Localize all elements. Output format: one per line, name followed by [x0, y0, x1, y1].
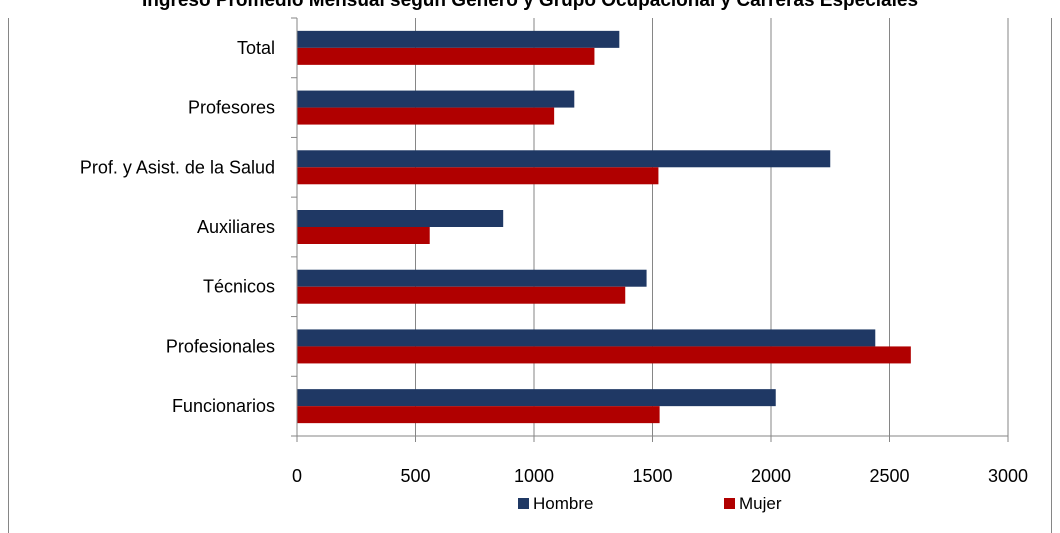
legend-label: Mujer [739, 494, 782, 513]
bar-hombre [297, 329, 876, 347]
x-tick-label: 2000 [751, 466, 791, 486]
bar-mujer [297, 346, 911, 364]
legend: Hombre Mujer [518, 494, 782, 513]
x-tick-label: 2500 [869, 466, 909, 486]
axes [291, 17, 1009, 442]
bar-mujer [297, 47, 595, 65]
x-tick-label: 0 [292, 466, 302, 486]
category-label: Técnicos [203, 277, 275, 297]
category-label: Funcionarios [172, 396, 275, 416]
category-label: Auxiliares [197, 217, 275, 237]
legend-swatch [518, 498, 529, 509]
bar-hombre [297, 389, 776, 407]
bar-hombre [297, 30, 620, 48]
bar-hombre [297, 269, 647, 287]
chart-title: Ingreso Promedio Mensual según Género y … [141, 0, 919, 11]
legend-swatch [724, 498, 735, 509]
category-label: Profesores [188, 98, 275, 118]
labels: 0 500 1000 1500 2000 2500 3000 Total Profesores P… [80, 38, 1028, 486]
x-tick-label: 1500 [632, 466, 672, 486]
bars [297, 30, 911, 424]
legend-label: Hombre [533, 494, 593, 513]
bar-hombre [297, 90, 575, 108]
x-tick-label: 3000 [988, 466, 1028, 486]
category-label: Prof. y Asist. de la Salud [80, 157, 275, 177]
bar-hombre [297, 150, 831, 168]
bar-mujer [297, 406, 660, 424]
x-tick-label: 500 [400, 466, 430, 486]
category-label: Total [237, 38, 275, 58]
bar-mujer [297, 286, 626, 304]
category-label: Profesionales [166, 336, 275, 356]
bar-hombre [297, 210, 504, 227]
x-tick-label: 1000 [514, 466, 554, 486]
bar-mujer [297, 167, 659, 185]
bar-mujer [297, 227, 430, 244]
gridlines [415, 18, 1009, 436]
bar-mujer [297, 107, 555, 125]
